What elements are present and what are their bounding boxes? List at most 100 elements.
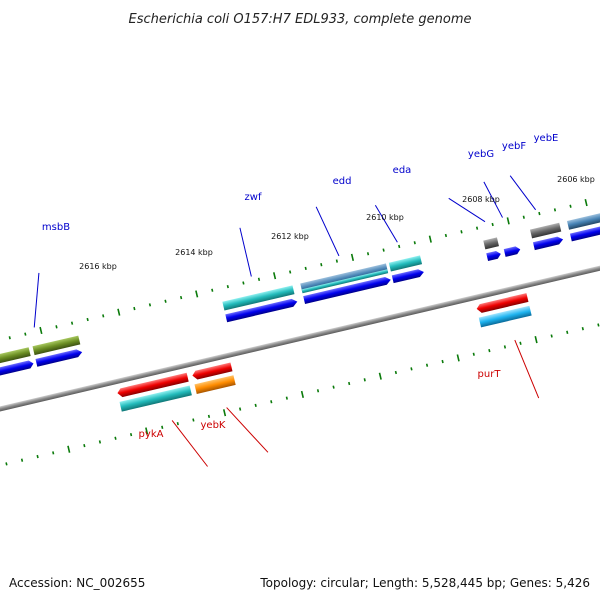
purT-feature[interactable] [478,305,532,328]
ruler-minor-tick [148,303,152,307]
ruler-minor-tick [366,252,370,256]
yebG-leader [448,197,486,223]
ruler-minor-tick [70,321,74,325]
gene-label-eda[interactable]: eda [393,165,412,176]
ruler-minor-tick [270,400,273,404]
ruler-minor-tick [98,440,102,444]
ruler-minor-tick [581,327,584,331]
ruler-minor-tick [226,284,229,289]
ruler-minor-tick [5,462,8,466]
yebK-cds-arrow[interactable] [191,362,233,381]
zwf-leader [239,227,252,277]
ruler-minor-tick [257,277,261,281]
ruler-minor-tick [348,381,351,386]
ruler-minor-tick [394,370,398,375]
reverse-gene-labels: pykA yebK purT [139,369,502,440]
yebF-cds-arrow[interactable] [503,245,521,257]
ruler-minor-tick [114,436,117,440]
ruler-minor-tick [335,259,339,263]
cds-olive-feature[interactable] [0,347,31,366]
ruler-minor-tick [24,332,27,336]
gene-label-edd[interactable]: edd [333,176,352,187]
edd-leader [315,206,340,257]
ruler-major-tick [584,199,588,207]
gene-label-yebE[interactable]: yebE [534,133,559,144]
ruler-major-tick [195,290,199,298]
ruler-minor-tick [538,211,541,216]
ruler-major-tick [145,427,149,435]
ruler-minor-tick [192,418,195,422]
gene-label-zwf[interactable]: zwf [245,192,262,203]
ruler-major-tick [300,390,305,399]
ruler-minor-tick [242,281,245,285]
ruler-minor-tick [86,317,89,322]
pykA-cds-arrow[interactable] [117,372,189,398]
edge-cds-arrow[interactable] [569,224,600,242]
ruler-minor-tick [52,451,55,455]
gene-label-yebK[interactable]: yebK [201,420,226,431]
ruler-major-tick [272,272,277,280]
edge-feature[interactable] [567,211,600,230]
scale-labels: 2616 kbp 2614 kbp 2612 kbp 2610 kbp 2608… [79,175,595,271]
msbB-feature[interactable] [32,335,81,356]
ruler-minor-tick [382,248,385,252]
ruler-minor-tick [491,222,494,227]
ruler-major-tick [456,354,460,362]
pykA-feature[interactable] [119,385,192,412]
lower-ruler [5,323,600,466]
gene-label-purT[interactable]: purT [478,369,502,380]
reverse-leaders [171,339,540,467]
yebK-feature[interactable] [194,375,236,395]
yebG-feature[interactable] [483,237,499,250]
yebF-leader [483,181,503,218]
gene-label-yebF[interactable]: yebF [502,141,526,152]
purT-cds-arrow[interactable] [476,293,529,314]
ruler-minor-tick [102,314,105,318]
ruler-minor-tick [8,336,11,340]
ruler-major-tick [350,253,355,261]
ruler-minor-tick [55,325,58,329]
yebE-cds-arrow[interactable] [532,235,564,251]
ruler-minor-tick [161,425,164,429]
ruler-major-tick [506,217,510,225]
ruler-minor-tick [441,359,444,364]
scale-label: 2606 kbp [557,175,595,184]
ruler-major-tick [534,336,538,344]
yebE-feature[interactable] [530,222,562,239]
ruler-minor-tick [129,432,133,437]
ruler-minor-tick [522,215,525,219]
zwf-feature[interactable] [222,285,295,311]
gene-label-yebG[interactable]: yebG [468,149,494,160]
edd-cds-arrow[interactable] [303,276,391,304]
ruler-minor-tick [179,295,183,300]
ruler-minor-tick [460,230,463,234]
edd-feature[interactable] [301,269,389,294]
ruler-minor-tick [320,263,323,267]
cds-arrow[interactable] [0,360,34,377]
ruler-minor-tick [444,233,448,238]
genome-backbone [0,242,600,431]
ruler-minor-tick [332,385,335,389]
gene-label-msbB[interactable]: msbB [42,222,70,233]
eda-cds-arrow[interactable] [391,268,425,284]
ruler-minor-tick [410,367,413,371]
forward-gene-labels: msbB zwf edd eda yebG yebF yebE [42,133,558,233]
ruler-minor-tick [488,348,491,353]
ruler-minor-tick [472,352,475,356]
ruler-minor-tick [133,306,136,311]
zwf-cds-arrow[interactable] [225,298,298,323]
ruler-minor-tick [304,266,307,270]
ruler-major-tick [117,308,121,316]
scale-label: 2610 kbp [366,213,404,222]
eda-feature[interactable] [388,255,423,272]
ruler-minor-tick [425,363,429,367]
eda-leader [374,205,398,243]
ruler-minor-tick [285,396,288,400]
ruler-minor-tick [238,407,242,411]
gene-label-pykA[interactable]: pykA [139,429,164,440]
msbB-cds-arrow[interactable] [35,348,83,367]
accession-text: Accession: NC_002655 [9,576,145,590]
ruler-minor-tick [363,378,366,382]
yebG-cds-arrow[interactable] [486,250,501,262]
